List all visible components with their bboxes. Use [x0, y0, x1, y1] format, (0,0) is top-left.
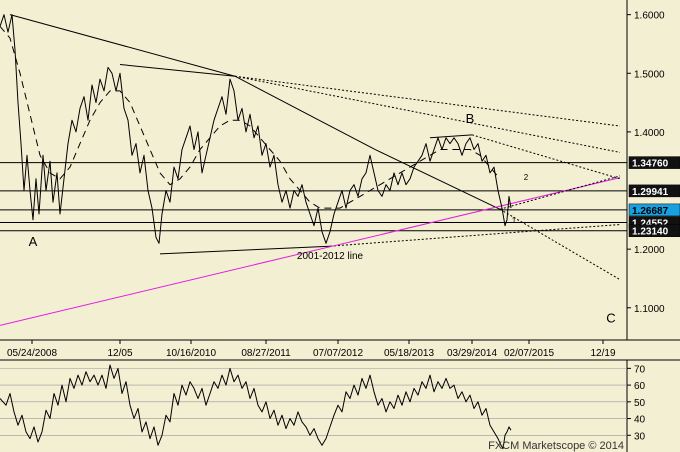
trendline	[499, 208, 621, 281]
y-tick-label: 1.5000	[634, 69, 665, 80]
trendline	[119, 63, 236, 77]
y-tick-label: 1.1000	[634, 304, 665, 315]
y-tick-label: 1.4000	[634, 128, 665, 139]
price-label: 1.34760	[632, 159, 669, 170]
price-label: 1.24552	[632, 218, 669, 229]
moving-average-line	[0, 26, 501, 209]
oscillator-tick-label: 40	[634, 415, 646, 426]
wave-label-2: 2	[524, 173, 529, 182]
trendline	[329, 224, 621, 247]
price-line	[0, 14, 512, 244]
oscillator-line	[0, 364, 512, 450]
x-tick-label: 05/18/2013	[384, 348, 434, 359]
x-tick-label: 08/27/2011	[241, 348, 291, 359]
trendline	[429, 134, 473, 139]
x-tick-label: 10/16/2010	[166, 348, 216, 359]
trendline	[499, 175, 621, 210]
y-tick-label: 1.2000	[634, 245, 665, 256]
x-tick-label: 12/05	[107, 348, 132, 359]
x-tick-label: 05/24/2008	[7, 348, 57, 359]
oscillator-tick-label: 60	[634, 381, 646, 392]
oscillator-plot-background	[0, 360, 627, 452]
current-price-label: 1.26687	[632, 206, 669, 217]
trendline	[374, 149, 501, 210]
wave-label-1: 1	[512, 216, 517, 225]
oscillator-tick-label: 70	[634, 364, 646, 375]
trendline	[9, 14, 236, 77]
trendline	[234, 75, 376, 150]
current-price-box	[628, 203, 680, 217]
wave-label-b: B	[466, 111, 475, 126]
trendline	[159, 245, 331, 255]
oscillator-tick-label: 50	[634, 398, 646, 409]
x-tick-label: 02/07/2015	[504, 348, 554, 359]
trendline	[234, 75, 621, 153]
wave-label-c: C	[606, 310, 615, 325]
oscillator-tick-label: 30	[634, 431, 646, 442]
trendline	[0, 177, 621, 326]
price-plot-background	[0, 0, 627, 340]
price-label-box	[628, 156, 680, 169]
wave-label-a: A	[29, 234, 38, 249]
price-chart-pane: A B C 2001-2012 line 2 1 1.6000 1.5000 1.4000 1.…	[0, 0, 680, 359]
x-tick-label: 12/19	[590, 348, 615, 359]
trendline	[471, 134, 621, 180]
price-label-box	[628, 184, 680, 198]
x-tick-label: 03/29/2014	[447, 348, 497, 359]
price-label: 1.23140	[632, 227, 669, 238]
trendline-label: 2001-2012 line	[297, 251, 364, 262]
price-label-box	[628, 224, 680, 237]
x-tick-label: 07/07/2012	[313, 348, 363, 359]
price-label: 1.29941	[632, 187, 669, 198]
y-tick-label: 1.6000	[634, 11, 665, 22]
trendline	[234, 75, 621, 127]
watermark-text: FXCM Marketscope © 2014	[488, 440, 624, 452]
oscillator-pane: 70 60 50 40 30 FXCM Marketscope © 2014	[0, 359, 680, 452]
